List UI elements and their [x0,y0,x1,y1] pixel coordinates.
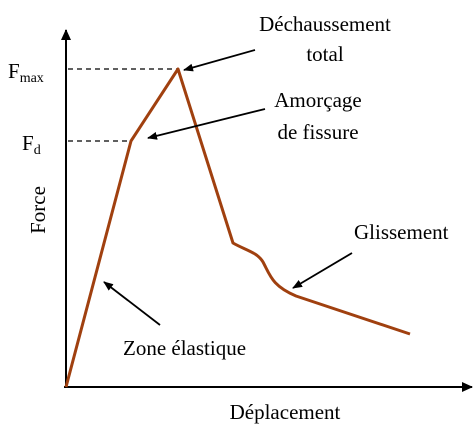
fd-label: Fd [22,131,41,158]
annotation: total [306,42,343,66]
annotation: Amorçage [274,88,361,112]
annotation: Glissement [354,220,449,244]
level-letter: F [22,131,34,155]
arrow [147,108,266,140]
annotation: Déchaussement [259,12,391,36]
x-axis-label: Déplacement [230,400,341,424]
level-subscript: d [34,143,41,158]
level-letter: F [8,59,20,83]
force-curve [64,67,411,388]
level-subscript: max [20,71,44,86]
fmax-label: Fmax [8,59,44,86]
annotation: Zone élastique [123,336,246,360]
arrow [292,252,353,289]
annotation: de fissure [277,120,358,144]
arrow [183,49,256,72]
arrow [103,281,161,326]
y-axis-label: Force [26,186,50,234]
